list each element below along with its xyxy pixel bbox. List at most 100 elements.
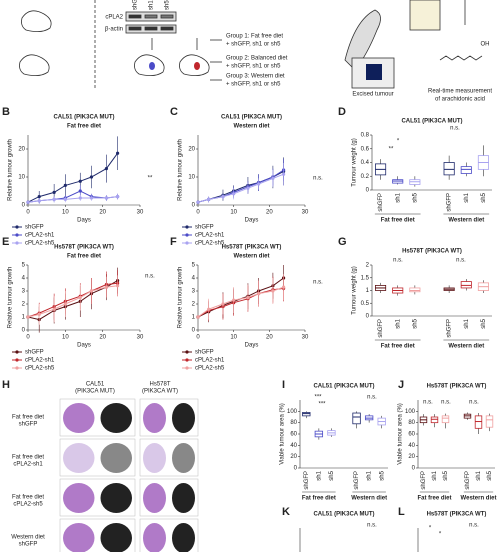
legend-label: cPLA2-sh5 (195, 366, 225, 372)
histology-row-label: Fat free diet (12, 415, 44, 421)
category-label: sh5 (481, 318, 487, 328)
histology-he (63, 523, 95, 552)
histology-he (143, 443, 166, 473)
chart-title: CAL51 (PIK3CA MUT) (401, 119, 462, 125)
group-label: Group 2: Balanced diet (226, 56, 288, 62)
category-label: sh1 (395, 318, 401, 328)
chart-subtitle: Western diet (234, 124, 270, 130)
category-label: sh1 (464, 318, 470, 328)
legend-label: cPLA2-sh5 (195, 241, 225, 247)
point (232, 298, 236, 302)
panel-label: C (170, 106, 178, 118)
legend-marker (15, 233, 19, 237)
y-axis-label: Viable tumour area (%) (280, 403, 286, 465)
histology-he (63, 483, 95, 513)
point (89, 175, 94, 179)
x-tick-label: 10 (230, 335, 237, 341)
histology-he (63, 403, 95, 433)
category-label: shGFP (354, 471, 360, 490)
series-line (197, 173, 284, 203)
legend-marker (185, 358, 189, 362)
category-label: shGFP (465, 471, 471, 490)
blot-row-label: cPLA2 (105, 15, 123, 21)
y-tick-label: 10 (18, 175, 25, 181)
legend-label: shGFP (195, 225, 214, 231)
x-tick-label: 30 (302, 335, 309, 341)
histology-column-label: (PIK3CA WT) (142, 389, 178, 395)
point (52, 307, 56, 311)
chart-title: Hs578T (PIK3CA WT) (222, 245, 282, 251)
chart-subtitle: Western diet (234, 254, 270, 260)
y-axis-label: Viable tumour area (%) (398, 403, 404, 465)
point (207, 307, 211, 311)
category-label: shGFP (378, 193, 384, 212)
x-tick-label: 10 (62, 210, 69, 216)
series-line (197, 170, 284, 203)
legend-label: cPLA2-sh1 (195, 358, 225, 364)
annotation: * (439, 532, 442, 538)
y-tick-label: 40 (290, 443, 297, 449)
y-tick-label: 0 (366, 188, 370, 194)
x-tick-label: 10 (230, 210, 237, 216)
annotation: n.s. (423, 400, 433, 406)
annotation: *** (318, 402, 326, 408)
group-label: Group 3: Western diet (226, 74, 285, 80)
y-axis-label: Tumour weight (g) (352, 138, 358, 186)
histology-stain (100, 483, 132, 513)
histology-stain (100, 443, 132, 473)
x-axis-label: Days (245, 343, 259, 349)
group-label: Western diet (461, 496, 497, 502)
box (485, 415, 494, 428)
box (352, 412, 361, 425)
point (52, 197, 56, 201)
legend-marker (15, 241, 19, 245)
y-tick-label: 0 (412, 466, 416, 472)
group-label: + shGFP, sh1 or sh5 (226, 82, 281, 88)
histology-stain (172, 443, 195, 473)
point (116, 195, 120, 199)
histology-row-label: shGFP (19, 422, 38, 428)
point (63, 183, 67, 187)
legend-label: cPLA2-sh5 (25, 241, 55, 247)
point (196, 315, 200, 319)
point (78, 189, 82, 193)
y-tick-label: 1 (22, 315, 26, 321)
category-label: sh1 (316, 470, 322, 480)
point (52, 190, 56, 194)
histology-stain (172, 403, 195, 433)
y-tick-label: 20 (188, 147, 195, 153)
panel-label: J (398, 379, 404, 391)
annotation: n.s. (393, 258, 403, 264)
y-tick-label: 3 (22, 289, 26, 295)
histology-column-label: CAL51 (86, 382, 105, 388)
y-tick-label: 0.6 (361, 146, 370, 152)
x-tick-label: 30 (137, 335, 144, 341)
y-tick-label: 1 (366, 288, 370, 294)
histology-stain (172, 483, 195, 513)
tumour-label: Excised tumour (352, 92, 393, 98)
x-axis-label: Days (77, 218, 91, 224)
y-tick-label: 2 (192, 302, 196, 308)
y-tick-label: 5 (22, 263, 26, 269)
y-tick-label: 5 (192, 263, 196, 269)
y-tick-label: 0 (22, 328, 26, 334)
measurement-label: of arachidonic acid (435, 97, 485, 103)
panel-label: K (282, 506, 290, 518)
group-label: Fat free diet (302, 496, 336, 502)
x-tick-label: 30 (302, 210, 309, 216)
y-tick-label: 1 (192, 315, 196, 321)
y-axis-label: Relative tumour growth (8, 139, 14, 201)
blot-lane-label: sh5 (165, 0, 171, 10)
legend-marker (185, 366, 189, 370)
point (221, 302, 225, 306)
blot-row-label: β-actin (105, 27, 123, 33)
point (26, 315, 30, 319)
point (104, 167, 108, 171)
point (207, 197, 211, 201)
x-tick-label: 20 (266, 335, 273, 341)
histology-he (143, 403, 166, 433)
panel-label: H (2, 379, 10, 391)
legend-marker (185, 241, 189, 245)
series-line (27, 282, 118, 318)
series-line (27, 196, 118, 203)
